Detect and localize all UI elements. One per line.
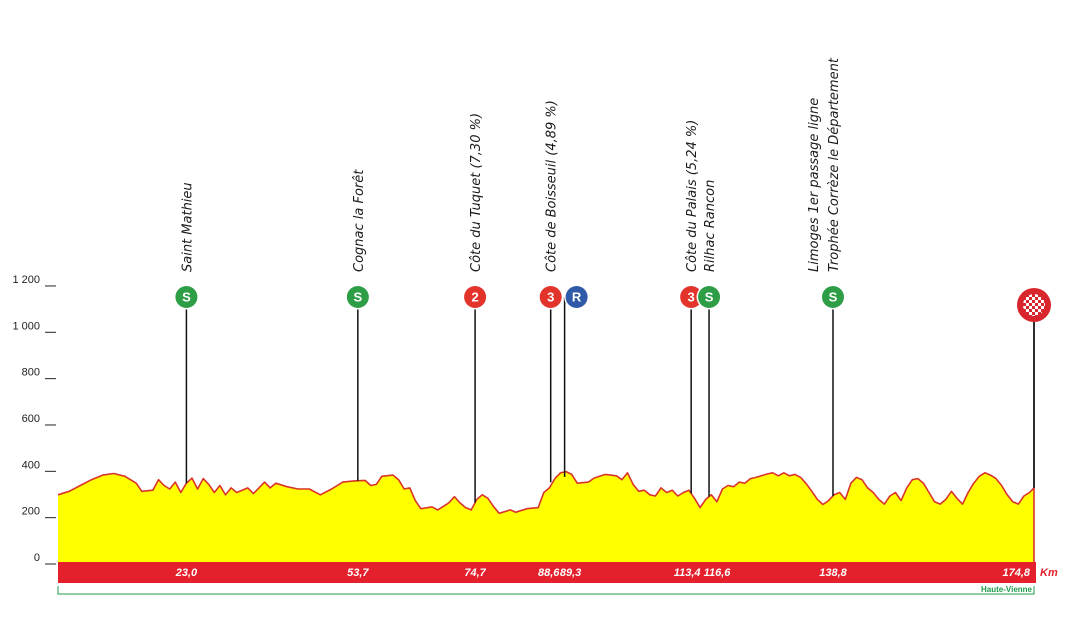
waypoint-climb: 3 Côte de Boisseuil (4,89 %) — [538, 100, 564, 483]
elevation-fill — [58, 471, 1034, 562]
waypoint-label: Trophée Corrèze le Département — [827, 57, 842, 272]
y-tick-label: 0 — [34, 552, 40, 564]
ravito-badge — [565, 286, 588, 308]
waypoint-finish — [1017, 288, 1051, 488]
km-label: 74,7 — [464, 567, 486, 579]
climb-badge — [539, 286, 562, 308]
sprint-badge — [175, 286, 198, 308]
badge-letter: 2 — [471, 290, 478, 305]
y-tick-label: 800 — [22, 367, 40, 379]
sprint-badge — [346, 286, 369, 308]
y-tick-label: 1 000 — [12, 320, 40, 332]
waypoint-label: Côte de Boisseuil (4,89 %) — [545, 100, 560, 272]
waypoint-sprint: S Limoges 1er passage ligne Trophée Corrèz… — [807, 57, 846, 496]
badge-letter: S — [182, 290, 191, 305]
waypoint-ravito: R — [563, 284, 590, 477]
waypoint-label: Saint Mathieu — [180, 182, 195, 272]
waypoint-label: Limoges 1er passage ligne — [807, 98, 822, 272]
waypoints: S Saint Mathieu S Cognac la Forêt 2 Côte du T… — [173, 57, 1051, 503]
y-axis: 0 200 400 600 800 1 000 1 200 — [12, 274, 56, 565]
region-bracket — [57, 586, 1035, 595]
badge-letter: R — [572, 290, 582, 305]
badge-letter: S — [705, 290, 714, 305]
km-label: 116,6 — [704, 567, 732, 579]
badge-letter: 3 — [547, 290, 554, 305]
km-band-bar — [58, 562, 1036, 583]
km-band: 23,0 53,7 74,7 88,6 89,3 113,4 116,6 138,8 174,8… — [58, 562, 1058, 583]
climb-badge — [680, 286, 703, 308]
km-unit-label: Km — [1040, 567, 1058, 579]
km-label: 88,6 — [538, 567, 560, 579]
waypoint-sprint: S Cognac la Forêt — [345, 169, 371, 481]
badge-letter: S — [353, 290, 362, 305]
sprint-badge — [821, 286, 844, 308]
waypoint-climb: 3 Côte du Palais (5,24 %) — [678, 120, 704, 494]
waypoint-label: Rilhac Rancon — [703, 180, 718, 272]
sprint-badge — [698, 286, 721, 308]
elevation-area — [57, 470, 1035, 562]
elevation-outline — [57, 470, 1035, 515]
waypoint-label: Cognac la Forêt — [352, 169, 367, 272]
badge-letter: S — [829, 290, 838, 305]
y-tick-label: 200 — [22, 506, 40, 518]
y-tick-label: 400 — [22, 459, 40, 471]
region-bar: Haute-Vienne — [57, 585, 1035, 595]
km-label: 113,4 — [674, 567, 701, 579]
finish-flag-checker — [1023, 294, 1045, 316]
km-label: 23,0 — [175, 567, 198, 579]
climb-badge — [464, 286, 487, 308]
region-label: Haute-Vienne — [981, 585, 1033, 594]
y-tick-label: 600 — [22, 413, 40, 425]
waypoint-sprint: S Saint Mathieu — [173, 182, 199, 484]
waypoint-label: Côte du Palais (5,24 %) — [685, 120, 700, 272]
badge-letter: 3 — [688, 290, 695, 305]
waypoint-sprint: S Rilhac Rancon — [696, 180, 722, 497]
km-label: 174,8 — [1002, 567, 1030, 579]
y-tick-label: 1 200 — [12, 274, 40, 286]
waypoint-label: Côte du Tuquet (7,30 %) — [469, 113, 484, 272]
km-label: 138,8 — [819, 567, 847, 579]
km-label: 53,7 — [347, 567, 369, 579]
waypoint-climb: 2 Côte du Tuquet (7,30 %) — [462, 113, 488, 503]
km-label: 89,3 — [560, 567, 581, 579]
